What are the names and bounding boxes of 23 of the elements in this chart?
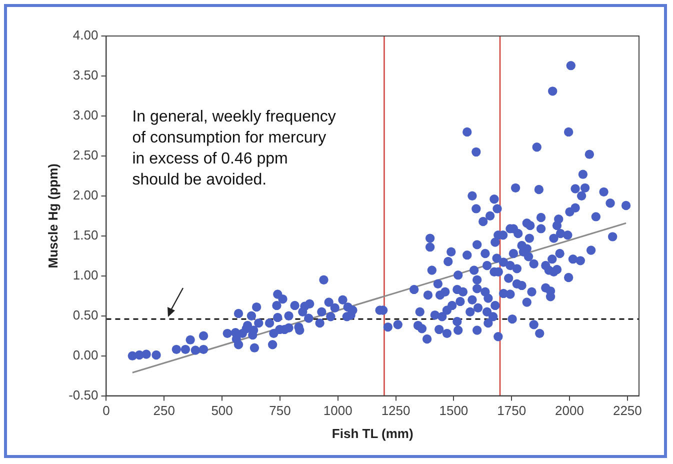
x-tick-label: 750	[269, 403, 291, 418]
y-tick-label: 1.50	[72, 227, 98, 242]
x-tick-label: 250	[153, 403, 175, 418]
y-tick-label: -0.50	[68, 387, 98, 402]
y-tick-label: 2.00	[72, 187, 98, 202]
x-tick-label: 0	[102, 403, 110, 418]
y-tick-label: 0.00	[72, 347, 98, 362]
y-tick-label: 0.50	[72, 307, 98, 322]
x-tick-label: 1500	[439, 403, 468, 418]
y-tick-label: 4.00	[72, 28, 98, 43]
y-tick-label: 3.50	[72, 68, 98, 83]
x-tick-label: 2250	[612, 403, 642, 418]
x-tick-label: 1250	[381, 403, 410, 418]
x-tick-label: 1750	[497, 403, 526, 418]
x-axis-title: Fish TL (mm)	[332, 426, 414, 441]
y-tick-label: 1.00	[72, 267, 98, 282]
y-tick-label: 3.00	[72, 108, 98, 123]
x-tick-label: 2000	[555, 403, 584, 418]
annotation: In general, weekly frequency of consumption for mercury in excess of 0.46 ppm should be avoided.	[132, 108, 336, 188]
y-tick-label: 2.50	[72, 148, 98, 163]
x-tick-label: 1000	[323, 403, 352, 418]
y-axis-title: Muscle Hg (ppm)	[45, 164, 60, 268]
x-tick-label: 500	[211, 403, 233, 418]
